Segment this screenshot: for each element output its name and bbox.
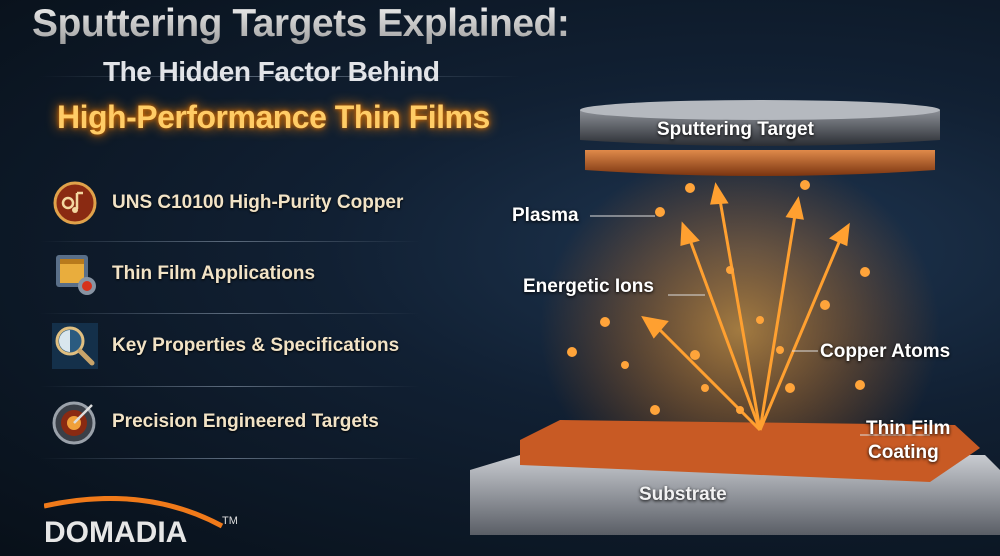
- feature-label: UNS C10100 High-Purity Copper: [112, 192, 404, 213]
- magnifier-icon: [52, 323, 98, 369]
- label-energetic-ions: Energetic Ions: [523, 276, 654, 297]
- label-coating: Coating: [868, 442, 939, 463]
- label-sputtering-target: Sputtering Target: [657, 119, 814, 140]
- title-sub: The Hidden Factor Behind: [103, 56, 440, 87]
- logo-text: DOMADIA: [44, 516, 187, 546]
- target-backing: [580, 110, 940, 146]
- chip-gear-icon: [52, 251, 98, 297]
- label-copper-atoms: Copper Atoms: [820, 341, 951, 362]
- target-top: [580, 100, 940, 120]
- feature-precision: Precision Engineered Targets: [52, 399, 379, 445]
- feature-properties: Key Properties & Specifications: [52, 323, 399, 369]
- divider: [40, 241, 420, 242]
- label-plasma: Plasma: [512, 205, 579, 226]
- copper-target-layer: [585, 150, 935, 176]
- target-dart-icon: [52, 399, 98, 445]
- feature-applications: Thin Film Applications: [52, 251, 315, 297]
- feature-label: Precision Engineered Targets: [112, 411, 379, 432]
- divider: [40, 76, 520, 77]
- divider: [40, 313, 420, 314]
- copper-atoms: [567, 180, 870, 415]
- leader-lines: [590, 215, 930, 436]
- label-thin-film: Thin Film: [866, 418, 951, 439]
- title-main: Sputtering Targets Explained:: [32, 2, 570, 45]
- feature-label: Key Properties & Specifications: [112, 335, 400, 356]
- divider: [40, 458, 420, 459]
- divider: [40, 386, 420, 387]
- ion-arrows: [641, 182, 850, 432]
- domadia-logo: DOMADIA TM: [43, 495, 244, 551]
- feature-label: Thin Film Applications: [112, 263, 316, 284]
- logo-tm: TM: [222, 515, 238, 527]
- feature-copper: UNS C10100 High-Purity Copper: [52, 180, 403, 226]
- copper-medal-icon: [52, 180, 98, 226]
- title-highlight: High-Performance Thin Films: [57, 99, 490, 135]
- label-substrate: Substrate: [639, 484, 727, 505]
